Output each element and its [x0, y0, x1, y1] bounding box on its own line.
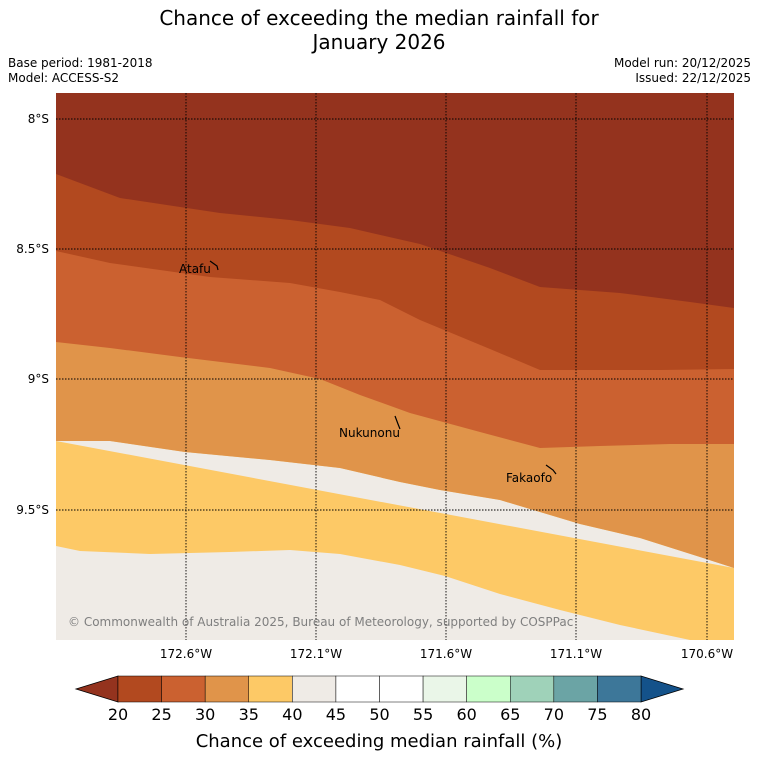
island-markers [209, 260, 557, 475]
lat-label-8.5: 8.5°S [16, 242, 49, 256]
place-fakaofo: Fakaofo [506, 471, 552, 485]
colorbar-segment [422, 675, 467, 703]
lon-label-171.1: 171.1°W [550, 647, 602, 661]
colorbar-tick-label: 20 [108, 705, 128, 724]
colorbar-tick-label: 30 [195, 705, 215, 724]
colorbar-segment [335, 675, 380, 703]
colorbar-segment [248, 675, 293, 703]
model-name: Model: ACCESS-S2 [8, 71, 120, 85]
lat-label-9.5: 9.5°S [16, 503, 49, 517]
colorbar-tick-label: 75 [587, 705, 607, 724]
lon-label-170.6: 170.6°W [681, 647, 733, 661]
meta-left: Base period: 1981-2018 Model: ACCESS-S2 [8, 56, 153, 86]
lon-label-172.6: 172.6°W [160, 647, 212, 661]
colorbar [74, 675, 685, 703]
title-line-1: Chance of exceeding the median rainfall … [159, 6, 599, 30]
colorbar-segment [204, 675, 250, 703]
band-below-20 [56, 93, 734, 308]
map-area: Atafu Nukunonu Fakaofo © Commonwealth of… [56, 93, 734, 640]
lon-label-171.6: 171.6°W [420, 647, 472, 661]
colorbar-tick-label: 25 [151, 705, 171, 724]
title-line-2: January 2026 [312, 30, 446, 54]
colorbar-tick-label: 80 [631, 705, 651, 724]
colorbar-title: Chance of exceeding median rainfall (%) [196, 731, 563, 752]
colorbar-segment [597, 675, 642, 703]
lon-axis-labels: 172.6°W 172.1°W 171.6°W 171.1°W 170.6°W [160, 647, 733, 661]
lat-axis-labels: 8°S 8.5°S 9°S 9.5°S [16, 112, 49, 517]
base-period: Base period: 1981-2018 [8, 56, 153, 70]
lon-label-172.1: 172.1°W [290, 647, 342, 661]
colorbar-segment [553, 675, 598, 703]
meta-right: Model run: 20/12/2025 Issued: 22/12/2025 [614, 56, 751, 86]
colorbar-tick-label: 40 [282, 705, 302, 724]
nukunonu-island-icon [394, 415, 401, 430]
place-atafu: Atafu [179, 262, 211, 276]
gridlines [56, 93, 734, 640]
colorbar-tick-label: 55 [413, 705, 433, 724]
colorbar-segment [379, 675, 424, 703]
colorbar-tick-label: 60 [456, 705, 476, 724]
model-run: Model run: 20/12/2025 [613, 56, 751, 70]
copyright-notice: © Commonwealth of Australia 2025, Bureau… [68, 615, 573, 629]
colorbar-under-arrow [74, 675, 119, 703]
fakaofo-island-icon [545, 464, 557, 475]
colorbar-tick-label: 70 [544, 705, 564, 724]
colorbar-tick-labels: 20 25 30 35 40 45 50 55 60 65 70 75 80 [108, 705, 651, 724]
chart-title: Chance of exceeding the median rainfall … [0, 6, 758, 54]
colorbar-over-arrow [640, 675, 685, 703]
colorbar-segment [292, 675, 337, 703]
colorbar-tick-label: 65 [500, 705, 520, 724]
colorbar-segment [117, 675, 162, 703]
atafu-island-icon [209, 260, 219, 271]
colorbar-segment [161, 675, 206, 703]
colorbar-tick-label: 50 [369, 705, 389, 724]
lat-label-9: 9°S [28, 372, 49, 386]
lat-label-8: 8°S [28, 112, 49, 126]
colorbar-segment [510, 675, 555, 703]
place-nukunonu: Nukunonu [339, 426, 400, 440]
colorbar-tick-label: 45 [326, 705, 346, 724]
issued-date: Issued: 22/12/2025 [635, 71, 751, 85]
colorbar-tick-label: 35 [239, 705, 259, 724]
colorbar-segment [466, 675, 511, 703]
